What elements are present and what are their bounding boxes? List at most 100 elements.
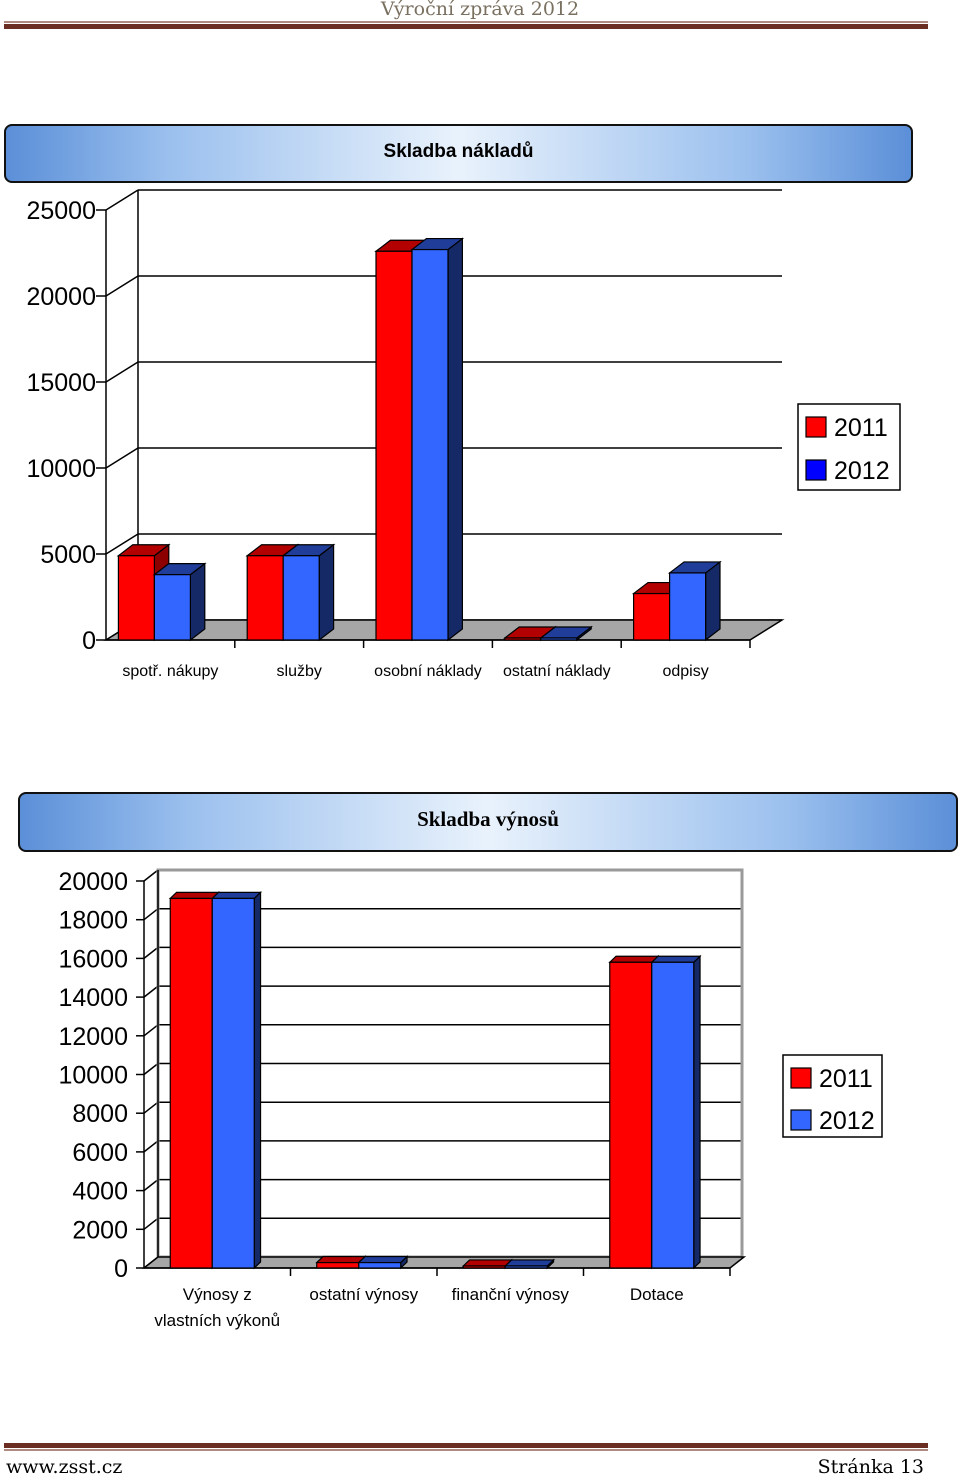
bar-front bbox=[282, 555, 320, 641]
bar-front bbox=[117, 555, 156, 641]
footer-website: www.zsst.cz bbox=[6, 1456, 123, 1478]
legend-swatch-2011 bbox=[805, 416, 827, 438]
bar-front bbox=[504, 637, 542, 641]
bar-front bbox=[246, 555, 284, 641]
bar-2011 bbox=[315, 1255, 367, 1270]
gridline-depth bbox=[143, 1217, 159, 1230]
bar-side bbox=[189, 562, 206, 642]
x-category-label: Výnosy z bbox=[183, 1285, 252, 1304]
bar-2012 bbox=[650, 954, 702, 1270]
chart2-title: Skladba výnosů bbox=[417, 807, 559, 831]
gridline-depth bbox=[143, 1062, 159, 1076]
gridline-depth bbox=[143, 1179, 159, 1192]
y-tick-label: 8000 bbox=[72, 1100, 128, 1128]
footer-page-number: Stránka 13 bbox=[817, 1456, 924, 1478]
bar-front bbox=[504, 1265, 548, 1269]
legend-label-2011: 2011 bbox=[834, 414, 888, 442]
x-category-label: služby bbox=[277, 663, 322, 680]
bar-front bbox=[609, 961, 653, 1269]
legend-swatch-2012 bbox=[790, 1109, 812, 1131]
chart-legend: 2011 2012 bbox=[782, 1054, 883, 1138]
bar-top bbox=[608, 955, 660, 963]
bar-front bbox=[411, 248, 449, 641]
gridline-depth bbox=[143, 1024, 159, 1037]
bar-top bbox=[315, 1255, 367, 1264]
x-category-label: ostatní výnosy bbox=[309, 1285, 418, 1304]
gridline-depth bbox=[143, 869, 159, 882]
gridline-depth bbox=[105, 447, 139, 469]
y-tick-label: 16000 bbox=[58, 945, 128, 973]
bar-side bbox=[253, 890, 262, 1270]
chart2-title-banner: Skladba výnosů bbox=[18, 792, 958, 852]
x-category-label: spotř. nákupy bbox=[122, 663, 218, 680]
bar-2012 bbox=[357, 1255, 409, 1270]
bar-2011 bbox=[608, 954, 660, 1270]
bar-front bbox=[375, 250, 413, 641]
legend-label-2012: 2012 bbox=[819, 1107, 875, 1135]
y-tick-label: 15000 bbox=[26, 369, 96, 397]
y-tick-label: 25000 bbox=[26, 197, 96, 225]
x-category-label: ostatní náklady bbox=[503, 663, 611, 680]
gridline-depth bbox=[143, 985, 159, 998]
bar-front bbox=[632, 592, 671, 641]
bar-front bbox=[668, 572, 707, 641]
x-category-label: vlastních výkonů bbox=[154, 1311, 280, 1330]
y-tick-label: 4000 bbox=[72, 1178, 128, 1206]
chart1-title: Skladba nákladů bbox=[383, 141, 534, 162]
y-tick-label: 20000 bbox=[26, 283, 96, 311]
legend-swatch-2011 bbox=[790, 1067, 812, 1089]
bar-front bbox=[540, 637, 578, 641]
bar-2012 bbox=[503, 1258, 556, 1270]
chart-2: 0 2000 4000 6000 8000 10000 12000 14000 16000 180… bbox=[58, 868, 883, 1330]
y-tick-label: 0 bbox=[114, 1255, 128, 1283]
bar-top bbox=[357, 1255, 409, 1264]
gridline-depth bbox=[143, 908, 159, 921]
y-tick-label: 5000 bbox=[40, 541, 96, 569]
bar-2011 bbox=[168, 890, 221, 1270]
gridline-depth bbox=[105, 361, 139, 383]
header-rule bbox=[4, 21, 928, 29]
bar-2011 bbox=[461, 1258, 514, 1270]
gridline-depth bbox=[143, 1101, 159, 1114]
y-tick-label: 12000 bbox=[58, 1023, 128, 1051]
bar-front bbox=[316, 1261, 360, 1269]
bar-2012 bbox=[210, 890, 263, 1270]
bar-2012 bbox=[152, 562, 207, 642]
bar-2012 bbox=[281, 543, 336, 642]
bar-side bbox=[318, 543, 335, 642]
bar-side bbox=[693, 954, 701, 1270]
bar-top bbox=[210, 891, 263, 900]
x-category-label: Dotace bbox=[630, 1285, 684, 1304]
bar-front bbox=[462, 1265, 506, 1269]
y-tick-label: 6000 bbox=[72, 1139, 128, 1167]
bar-front bbox=[169, 897, 213, 1269]
document-header-title: Výroční zpráva 2012 bbox=[380, 0, 580, 20]
legend-label-2012: 2012 bbox=[834, 457, 890, 485]
chart-1: 0 5000 10000 15000 20000 25000 spotř. nákupy sl… bbox=[26, 189, 901, 680]
y-tick-label: 14000 bbox=[58, 984, 128, 1012]
y-tick-label: 10000 bbox=[58, 1062, 128, 1090]
footer-rule bbox=[4, 1443, 928, 1451]
legend-label-2011: 2011 bbox=[819, 1065, 873, 1093]
bar-top bbox=[503, 1259, 556, 1267]
x-category-label: osobní náklady bbox=[374, 663, 482, 680]
chart-legend: 2011 2012 bbox=[797, 403, 901, 491]
bar-front bbox=[211, 897, 255, 1269]
chart1-title-banner: Skladba nákladů bbox=[4, 124, 913, 183]
bar-top bbox=[168, 891, 221, 900]
gridline-depth bbox=[105, 189, 139, 211]
gridline-depth bbox=[143, 946, 159, 959]
bar-2012 bbox=[667, 560, 722, 642]
bar-side bbox=[447, 237, 463, 642]
y-tick-label: 18000 bbox=[58, 907, 128, 935]
y-tick-label: 2000 bbox=[72, 1216, 128, 1244]
bar-side bbox=[704, 560, 721, 642]
bar-front bbox=[358, 1261, 402, 1269]
legend-swatch-2012 bbox=[805, 459, 827, 481]
x-category-label: finanční výnosy bbox=[452, 1285, 570, 1304]
gridline-depth bbox=[105, 533, 139, 555]
bar-2012 bbox=[410, 237, 465, 642]
gridline-depth bbox=[143, 1140, 159, 1153]
bar-front bbox=[153, 574, 191, 641]
